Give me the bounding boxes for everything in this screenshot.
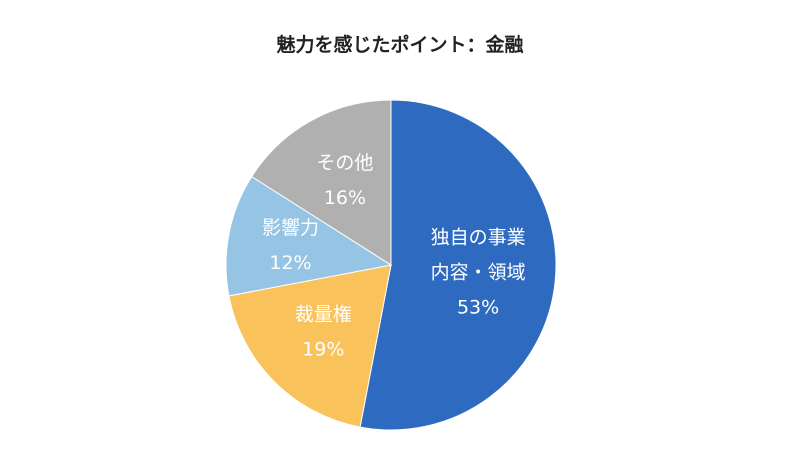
slice-category-label-4: その他 xyxy=(316,152,373,174)
pie-slice-4 xyxy=(250,99,392,266)
chart-title: 魅力を感じたポイント：金融 xyxy=(276,34,524,56)
slice-value-label-1: 53% xyxy=(457,297,499,319)
slice-category-label-2: 裁量権 xyxy=(295,304,352,326)
slice-value-label-3: 12% xyxy=(269,252,311,274)
slice-category-label-1: 独自の事業 xyxy=(431,227,526,249)
pie-slice-3 xyxy=(225,175,393,297)
pie-slices xyxy=(225,99,557,431)
slice-value-label-2: 19% xyxy=(302,339,344,361)
pie-slice-2 xyxy=(228,264,392,428)
pie-slice-1 xyxy=(359,99,557,431)
slice-value-label-4: 16% xyxy=(324,187,366,209)
slice-category-label-1: 内容・領域 xyxy=(431,262,526,284)
slice-category-label-3: 影響力 xyxy=(262,217,319,239)
